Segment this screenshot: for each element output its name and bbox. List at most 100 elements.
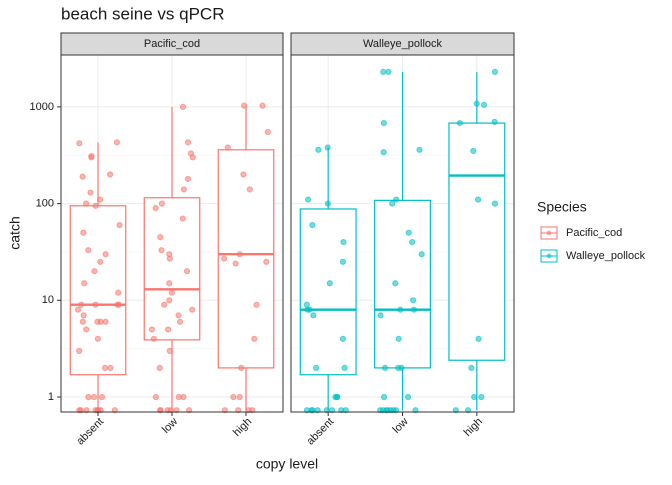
point (397, 306, 404, 313)
point (176, 318, 184, 325)
point (313, 364, 320, 372)
point (158, 247, 165, 254)
point (341, 364, 348, 372)
point (161, 301, 168, 308)
point (380, 149, 387, 156)
box (374, 199, 431, 369)
point (224, 144, 231, 151)
point (339, 258, 347, 265)
point (251, 335, 258, 342)
legend-key-point (546, 230, 552, 236)
x-tick-label: high (462, 416, 485, 439)
point (184, 139, 192, 146)
point (175, 393, 182, 401)
point (395, 335, 402, 342)
point (236, 393, 243, 401)
legend-label: Walleye_pollock (566, 250, 646, 262)
point (157, 234, 164, 241)
point (410, 297, 417, 304)
point (380, 68, 387, 76)
point (393, 196, 400, 203)
point (94, 335, 102, 342)
box (448, 122, 506, 361)
point (152, 393, 159, 401)
x-axis-label: copy level (256, 456, 318, 472)
point (116, 221, 123, 229)
point (115, 301, 122, 308)
x-tick-label: absent (74, 416, 106, 448)
y-tick-label: 1000 (30, 101, 54, 113)
point (91, 268, 98, 275)
point (81, 280, 88, 287)
point (85, 247, 92, 254)
point (332, 393, 339, 401)
point (76, 347, 83, 354)
point (263, 258, 270, 265)
point (418, 251, 425, 258)
point (92, 202, 99, 209)
point (101, 364, 109, 372)
x-tick-label: absent (305, 416, 337, 448)
point (405, 229, 412, 236)
point (79, 318, 86, 325)
strip-label: Walleye_pollock (363, 38, 443, 50)
point (85, 393, 92, 401)
point (264, 128, 271, 136)
y-tick-label: 10 (42, 294, 54, 306)
point (97, 258, 104, 265)
legend-title: Species (537, 199, 587, 215)
point (259, 102, 266, 109)
point (475, 335, 482, 342)
point (175, 312, 182, 319)
point (389, 200, 396, 207)
point (115, 289, 122, 296)
point (310, 312, 317, 319)
point (232, 260, 239, 267)
point (98, 393, 106, 401)
point (79, 173, 86, 180)
point (187, 150, 195, 157)
point (88, 152, 95, 160)
point (491, 200, 499, 207)
point (102, 251, 109, 258)
point (184, 175, 192, 183)
panel-border (60, 54, 284, 413)
point (83, 326, 90, 333)
point (166, 280, 173, 287)
point (306, 306, 313, 313)
point (480, 101, 488, 108)
point (324, 144, 331, 151)
strip-label: Pacific_cod (144, 38, 200, 50)
point (83, 200, 90, 207)
x-tick-label: low (391, 416, 411, 436)
point (339, 335, 347, 342)
point (74, 306, 82, 313)
point (236, 251, 243, 258)
point (305, 196, 312, 203)
point (76, 140, 83, 147)
point (107, 171, 114, 178)
point (473, 100, 480, 107)
box (217, 149, 275, 369)
point (246, 186, 253, 193)
point (324, 200, 331, 207)
point (410, 306, 418, 313)
point (80, 229, 87, 236)
x-tick-label: low (160, 416, 180, 436)
point (168, 289, 175, 296)
point (380, 393, 388, 401)
point (94, 318, 101, 325)
point (113, 139, 121, 146)
point (240, 171, 247, 178)
point (107, 364, 114, 372)
point (478, 393, 485, 401)
box (299, 208, 357, 376)
point (491, 118, 498, 125)
point (380, 119, 387, 127)
point (474, 196, 482, 203)
point (92, 301, 99, 308)
point (471, 393, 478, 401)
point (90, 393, 98, 401)
point (102, 318, 109, 325)
point (183, 268, 191, 275)
